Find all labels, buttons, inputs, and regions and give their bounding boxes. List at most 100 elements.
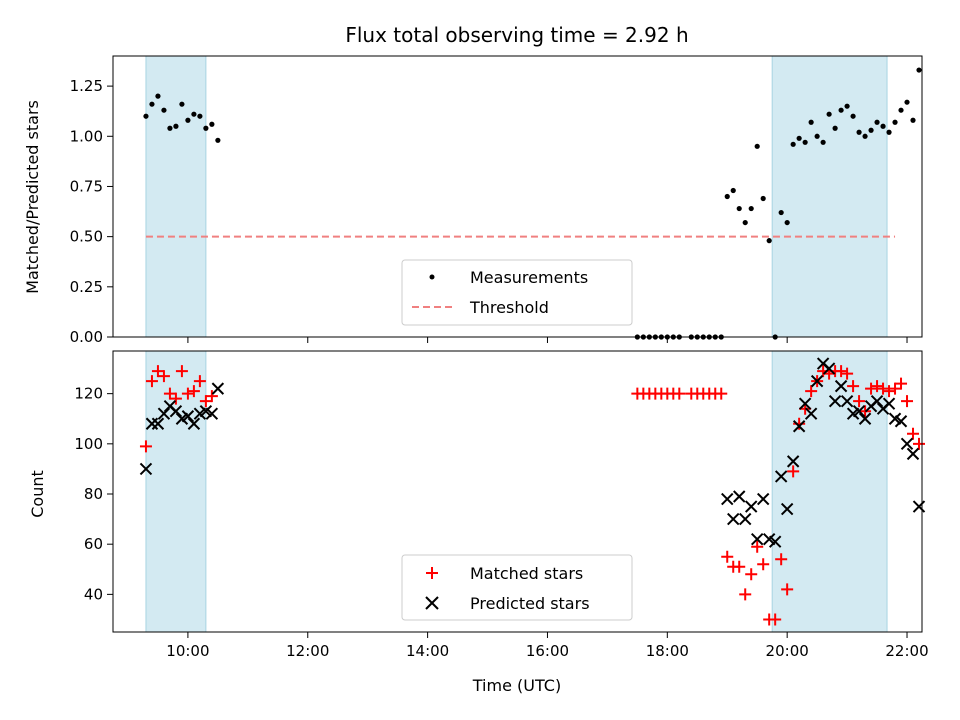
predicted-star-point bbox=[804, 407, 818, 420]
y-tick-label: 80 bbox=[84, 485, 103, 503]
x-axis-label: Time (UTC) bbox=[472, 676, 561, 695]
predicted-star-point bbox=[882, 397, 896, 410]
count-panel: 40 60 80 100 120 10:00 12:00 14:00 16:00 18:00 20… bbox=[28, 350, 929, 695]
measurement-point bbox=[742, 219, 748, 226]
y-tick-label: 0.00 bbox=[70, 328, 103, 346]
measurement-point bbox=[790, 141, 796, 147]
y-tick-label: 1.25 bbox=[70, 77, 103, 95]
ratio-legend: Measurements Threshold bbox=[401, 259, 633, 326]
measurement-point bbox=[826, 111, 832, 117]
predicted-star-point bbox=[151, 417, 165, 430]
y-tick-label: 1.00 bbox=[70, 127, 103, 145]
matched-star-point bbox=[781, 583, 794, 596]
x-tick-label: 18:00 bbox=[646, 642, 689, 660]
measurement-point bbox=[748, 205, 754, 212]
measurement-point bbox=[191, 111, 197, 117]
predicted-star-point bbox=[157, 407, 171, 420]
measurement-point bbox=[886, 129, 892, 135]
observing-window-span bbox=[145, 55, 207, 338]
measurement-point bbox=[215, 137, 221, 143]
matched-star-point bbox=[721, 550, 734, 563]
measurement-point bbox=[784, 219, 790, 226]
matched-star-point bbox=[157, 370, 170, 383]
predicted-star-point bbox=[750, 532, 764, 546]
matched-star-point bbox=[739, 588, 752, 601]
count-y-ticks: 40 60 80 100 120 bbox=[74, 385, 113, 603]
ratio-marks bbox=[143, 67, 922, 340]
predicted-star-point bbox=[745, 500, 758, 513]
measurement-point bbox=[209, 121, 215, 127]
observing-window-spans bbox=[145, 350, 888, 633]
measurement-point bbox=[844, 103, 850, 109]
predicted-star-point bbox=[912, 500, 926, 513]
predicted-star-point bbox=[733, 490, 746, 503]
measurement-point bbox=[197, 113, 203, 119]
predicted-star-point bbox=[822, 362, 836, 375]
ratio-legend-box bbox=[401, 259, 633, 326]
matched-star-point bbox=[889, 382, 902, 395]
matched-star-point bbox=[187, 385, 200, 398]
count-marks bbox=[139, 357, 926, 626]
predicted-star-point bbox=[739, 512, 752, 526]
measurement-point bbox=[155, 93, 161, 99]
measurement-point bbox=[736, 205, 742, 212]
matched-star-point bbox=[907, 427, 920, 440]
matched-star-point bbox=[847, 380, 860, 393]
matched-star-point bbox=[205, 390, 218, 403]
measurement-point bbox=[832, 125, 838, 131]
matched-star-point bbox=[865, 382, 878, 395]
matched-stars-legend-marker bbox=[426, 567, 438, 579]
predicted-star-point bbox=[768, 535, 782, 548]
matched-star-point bbox=[883, 385, 896, 398]
matched-star-point bbox=[805, 385, 818, 398]
observing-window-span bbox=[771, 350, 888, 633]
chart-title: Flux total observing time = 2.92 h bbox=[345, 23, 688, 47]
count-x-ticks: 10:00 12:00 14:00 16:00 18:00 20:00 22:00 bbox=[166, 632, 929, 660]
measurement-point bbox=[161, 107, 167, 113]
matched-star-point bbox=[151, 365, 164, 378]
matched-star-point bbox=[175, 365, 188, 378]
predicted-star-point bbox=[810, 374, 824, 388]
matched-star-point bbox=[787, 465, 800, 478]
matched-star-point bbox=[139, 440, 152, 453]
measurement-point bbox=[874, 119, 880, 125]
measurements-legend-label: Measurements bbox=[470, 268, 588, 287]
predicted-star-point bbox=[774, 470, 788, 483]
measurement-point bbox=[820, 139, 826, 145]
predicted-stars-legend-marker bbox=[425, 596, 439, 610]
matched-star-point bbox=[757, 558, 770, 571]
count-legend-box bbox=[401, 554, 633, 621]
predicted-star-point bbox=[870, 394, 884, 408]
predicted-star-point bbox=[840, 394, 854, 408]
matched-star-point bbox=[895, 377, 908, 390]
ratio-y-axis-label: Matched/Predicted stars bbox=[23, 100, 42, 294]
matched-star-point bbox=[199, 395, 212, 408]
predicted-star-point bbox=[205, 407, 219, 420]
measurement-point bbox=[916, 67, 922, 73]
measurement-point bbox=[754, 143, 760, 149]
ratio-panel: 0.00 0.25 0.50 0.75 1.00 1.25 Matched/Predict… bbox=[23, 55, 923, 346]
matched-stars-legend-label: Matched stars bbox=[470, 564, 583, 583]
matched-star-point bbox=[181, 387, 194, 400]
predicted-star-point bbox=[181, 410, 195, 423]
matched-star-point bbox=[673, 387, 686, 400]
measurement-point bbox=[179, 101, 185, 107]
matched-star-point bbox=[745, 568, 758, 581]
y-tick-label: 60 bbox=[84, 535, 103, 553]
y-tick-label: 0.25 bbox=[70, 278, 103, 296]
measurement-point bbox=[850, 113, 856, 119]
predicted-star-point bbox=[834, 379, 848, 393]
matched-star-point bbox=[835, 365, 848, 378]
measurement-point bbox=[880, 123, 886, 129]
predicted-star-point bbox=[727, 512, 740, 526]
measurement-point bbox=[143, 113, 149, 119]
measurement-point bbox=[203, 125, 209, 131]
measurement-point bbox=[766, 238, 772, 244]
predicted-stars-legend-label: Predicted stars bbox=[470, 594, 590, 613]
predicted-star-point bbox=[798, 397, 812, 410]
predicted-star-point bbox=[786, 455, 800, 468]
count-y-axis-label: Count bbox=[28, 470, 47, 518]
measurement-point bbox=[730, 187, 736, 194]
y-tick-label: 100 bbox=[74, 435, 103, 453]
predicted-star-point bbox=[169, 405, 183, 418]
